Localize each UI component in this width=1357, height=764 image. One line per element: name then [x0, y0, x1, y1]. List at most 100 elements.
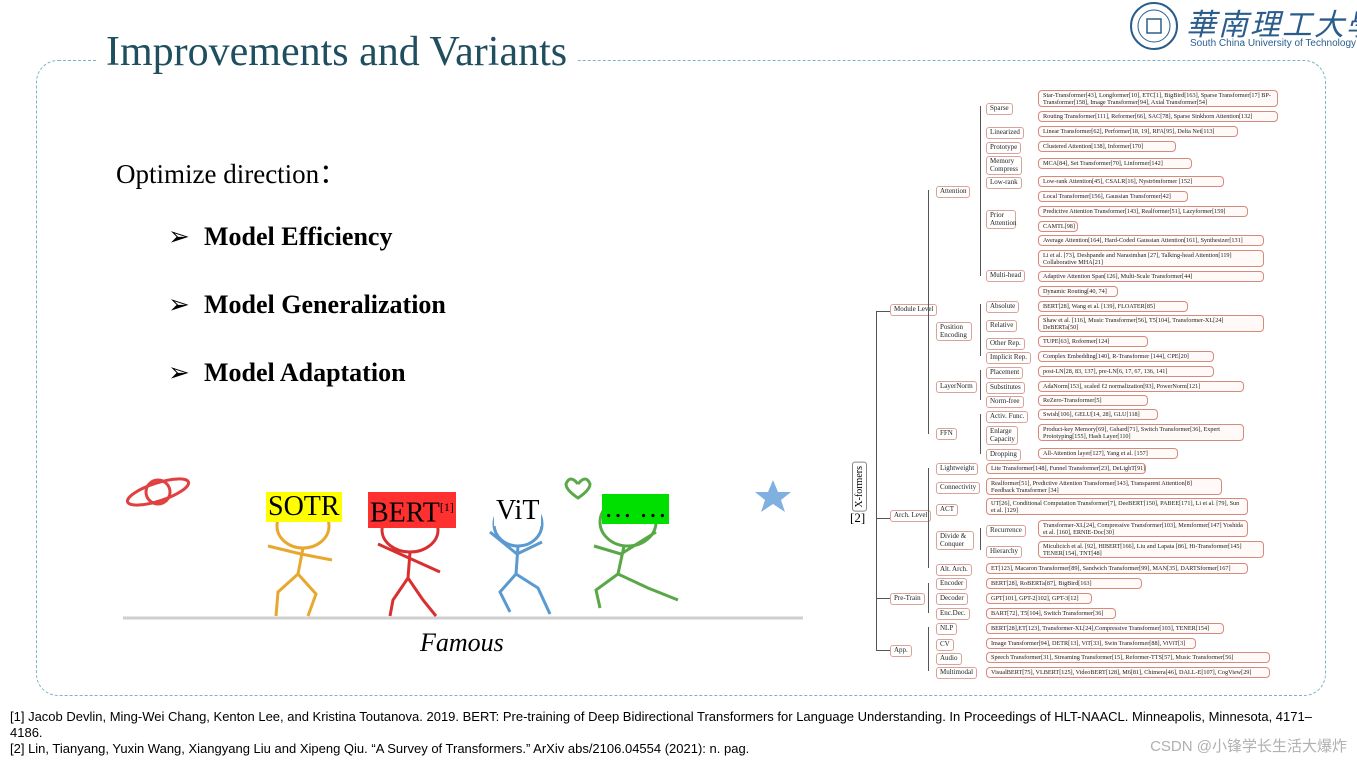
university-name-cn: 華南理工大學	[1186, 9, 1357, 42]
label-others: … …	[602, 493, 669, 524]
tree-leaf: post-LN[28, 83, 137], pre-LN[6, 17, 67, …	[1038, 366, 1214, 377]
tree-node-l2: Audio	[936, 653, 962, 665]
bullet-item: ➢ Model Generalization	[168, 290, 446, 319]
tree-leaf: Speech Transformer[31], Streaming Transf…	[986, 652, 1270, 663]
arrow-bullet-icon: ➢	[168, 358, 190, 387]
taxonomy-tree: X-formers [2] Module Level Arch. Level P…	[846, 86, 1346, 686]
tree-node-l2: Position Encoding	[936, 322, 972, 341]
tree-node-l3: Linearized	[986, 127, 1024, 139]
tree-leaf: Realformer[51], Predictive Attention Tra…	[986, 478, 1222, 495]
tree-leaf: Low-rank Attention[45], CSALR[16], Nystr…	[1038, 176, 1224, 187]
tree-leaf: AdaNorm[153], scaled ℓ2 normalization[93…	[1038, 381, 1244, 392]
tree-node-l1: Module Level	[890, 304, 938, 316]
bullet-item: ➢ Model Adaptation	[168, 358, 406, 387]
arrow-bullet-icon: ➢	[168, 290, 190, 319]
stick-figure-bert	[377, 506, 441, 617]
tree-leaf: VisualBERT[75], VLBERT[125], VideoBERT[1…	[986, 667, 1270, 678]
tree-node-l3: Memory Compress	[986, 156, 1022, 175]
content-frame	[36, 60, 1326, 696]
tree-leaf: Swish[106], GELU[14, 28], GLU[118]	[1038, 409, 1158, 420]
tree-node-l2: Divide & Conquer	[936, 531, 974, 550]
tree-leaf: ET[123], Macaron Transformer[89], Sandwi…	[986, 563, 1248, 574]
tree-leaf: Shaw et al. [116], Music Transformer[56]…	[1038, 315, 1264, 332]
slide-title: Improvements and Variants	[96, 28, 578, 76]
university-name-en: South China University of Technology	[1190, 38, 1357, 49]
bullet-item: ➢ Model Efficiency	[168, 222, 393, 251]
tree-node-l2: Alt. Arch.	[936, 564, 972, 576]
heart-icon	[564, 477, 592, 500]
tree-leaf: TUPE[63], Roformer[124]	[1038, 336, 1148, 347]
tree-leaf: All-Attention layer[127], Yang et al. [1…	[1038, 448, 1178, 459]
tree-node-l1: Arch. Level	[890, 510, 932, 522]
tree-leaf: BART[72], T5[104], Switch Transformer[36…	[986, 608, 1116, 619]
seal-icon	[1130, 2, 1178, 50]
tree-leaf: Linear Transformer[62], Performer[18, 19…	[1038, 126, 1238, 137]
tree-node-l3: Placement	[986, 367, 1024, 379]
tree-node-l3: Prior Attention	[986, 210, 1016, 229]
tree-node-l3: Sparse	[986, 103, 1013, 115]
tree-node-l2: Decoder	[936, 593, 968, 605]
tree-node-l3: Multi-head	[986, 270, 1026, 282]
tree-node-l2: LayerNorm	[936, 381, 977, 393]
tree-leaf: BERT[28], Wang et al. [139], FLOATER[85]	[1038, 301, 1188, 312]
tree-node-l3: Activ. Func.	[986, 411, 1029, 423]
tree-leaf: GPT[101], GPT-2[102], GPT-3[12]	[986, 593, 1092, 604]
tree-leaf: Product-key Memory[69], Gshard[71], Swit…	[1038, 424, 1244, 441]
tree-leaf: BERT[28],ET[123], Transformer-XL[24],Com…	[986, 623, 1224, 634]
planet-icon	[125, 477, 191, 507]
tree-leaf: Predictive Attention Transformer[143], R…	[1038, 206, 1248, 217]
tree-node-l2: CV	[936, 639, 954, 651]
tree-root-ref: [2]	[850, 510, 866, 525]
tree-node-l3: Recurrence	[986, 525, 1026, 537]
label-sotr: SOTR	[266, 491, 342, 522]
tree-node-l3: Implicit Rep.	[986, 352, 1031, 364]
tree-node-l3: Enlarge Capacity	[986, 426, 1018, 445]
tree-leaf: BERT[28], RoBERTa[87], BigBird[163]	[986, 578, 1142, 589]
tree-leaf: Average Attention[164], Hard-Coded Gauss…	[1038, 235, 1264, 246]
watermark: CSDN @小锋学长生活大爆炸	[1150, 738, 1347, 755]
tree-node-l2: Attention	[936, 186, 971, 198]
reference-1: [1] Jacob Devlin, Ming-Wei Chang, Kenton…	[10, 709, 1312, 740]
tree-node-l3: Absolute	[986, 301, 1020, 313]
tree-leaf: Routing Transformer[111], Reformer[66], …	[1038, 111, 1278, 122]
tree-leaf: Dynamic Routing[40, 74]	[1038, 286, 1118, 297]
tree-leaf: CAMTL[98]	[1038, 221, 1078, 232]
tree-leaf: Adaptive Attention Span[126], Multi-Scal…	[1038, 271, 1264, 282]
label-bert: BERT[1]	[368, 492, 456, 529]
figure-caption: Famous	[420, 628, 504, 657]
tree-node-l2: NLP	[936, 623, 958, 635]
references: [1] Jacob Devlin, Ming-Wei Chang, Kenton…	[10, 709, 1340, 757]
tree-node-l2: Enc.Dec.	[936, 608, 970, 620]
tree-leaf: Transformer-XL[24], Compressive Transfor…	[1038, 520, 1248, 537]
tree-node-l2: Encoder	[936, 578, 968, 590]
tree-node-l2: Lightweight	[936, 463, 979, 475]
tree-node-l3: Other Rep.	[986, 338, 1025, 350]
arrow-bullet-icon: ➢	[168, 222, 190, 251]
tree-leaf: Li et al. [73], Deshpande and Narasimhan…	[1038, 250, 1264, 267]
tree-leaf: UT[26], Conditional Computation Transfor…	[986, 498, 1248, 515]
tree-leaf: Image Transformer[94], DETR[13], ViT[33]…	[986, 638, 1196, 649]
tree-node-l2: Multimodal	[936, 667, 978, 679]
star-icon	[755, 480, 791, 512]
tree-leaf: Local Transformer[156], Gaussian Transfo…	[1038, 191, 1188, 202]
tree-leaf: Lite Transformer[148], Funnel Transforme…	[986, 463, 1146, 474]
reference-2: [2] Lin, Tianyang, Yuxin Wang, Xiangyang…	[10, 741, 750, 756]
tree-leaf: Miculicich et al. [92], HIBERT[166], Liu…	[1038, 541, 1264, 558]
tree-node-l2: ACT	[936, 504, 958, 516]
tree-node-l1: App.	[890, 645, 912, 657]
university-logo	[1126, 0, 1354, 52]
tree-node-l3: Relative	[986, 320, 1018, 332]
tree-leaf: Star-Transformer[43], Longformer[10], ET…	[1038, 90, 1278, 107]
tree-node-l3: Norm-free	[986, 396, 1024, 408]
tree-node-l3: Prototype	[986, 142, 1022, 154]
tree-leaf: Complex Embedding[140], R-Transformer [1…	[1038, 351, 1214, 362]
tree-leaf: Clustered Attention[138], Informer[170]	[1038, 141, 1176, 152]
tree-node-l2: FFN	[936, 428, 957, 440]
characters-illustration: SOTR BERT[1] ViT … …	[118, 462, 808, 622]
label-vit: ViT	[494, 495, 542, 526]
tree-leaf: ReZero-Transformer[5]	[1038, 395, 1148, 406]
tree-node-l2: Connectivity	[936, 482, 981, 494]
tree-root: X-formers	[852, 462, 867, 512]
tree-node-l1: Pre-Train	[890, 593, 925, 605]
tree-node-l3: Dropping	[986, 449, 1021, 461]
